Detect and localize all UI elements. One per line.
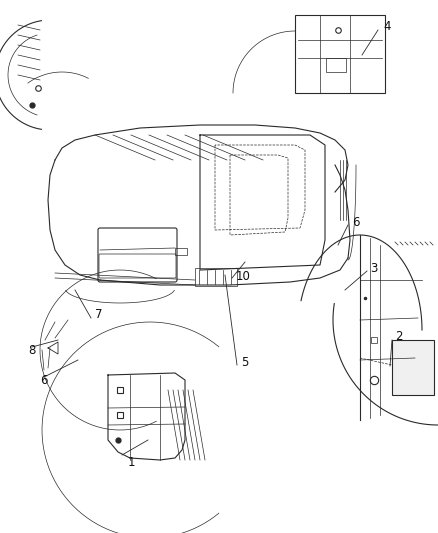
Bar bbox=[175, 248, 187, 255]
Text: 10: 10 bbox=[236, 270, 251, 282]
Text: 7: 7 bbox=[95, 309, 102, 321]
Text: 3: 3 bbox=[370, 262, 378, 274]
Bar bbox=[392, 340, 434, 395]
Text: 2: 2 bbox=[395, 330, 403, 343]
Text: 5: 5 bbox=[241, 357, 248, 369]
Text: 1: 1 bbox=[128, 456, 135, 469]
Bar bbox=[295, 15, 385, 93]
Text: 4: 4 bbox=[383, 20, 391, 33]
Text: 6: 6 bbox=[40, 374, 47, 386]
Bar bbox=[195, 268, 237, 286]
Text: 8: 8 bbox=[28, 343, 35, 357]
Text: 6: 6 bbox=[352, 215, 360, 229]
Bar bbox=[326, 58, 346, 72]
